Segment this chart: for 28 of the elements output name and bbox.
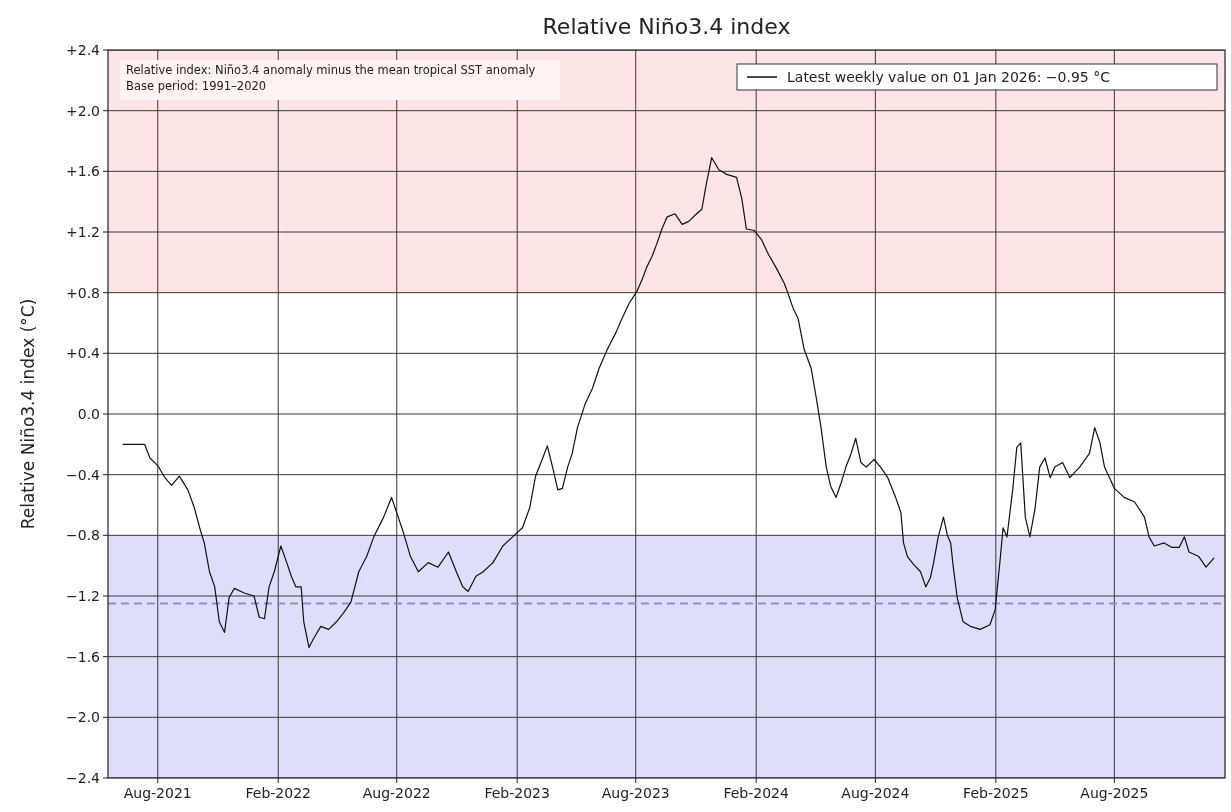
chart-title: Relative Niño3.4 index xyxy=(542,14,791,39)
x-tick-label: Aug-2022 xyxy=(362,785,431,801)
x-tick-label: Aug-2024 xyxy=(841,785,910,801)
y-axis-title: Relative Niño3.4 index (°C) xyxy=(18,298,38,530)
x-tick-label: Aug-2025 xyxy=(1080,785,1149,801)
y-tick-label: +0.8 xyxy=(66,284,100,301)
x-tick-label: Aug-2023 xyxy=(601,785,670,801)
y-tick-label: +0.4 xyxy=(66,345,101,362)
annotation: Relative index: Niño3.4 anomaly minus the mean tropical SST anomaly xyxy=(126,63,536,77)
y-tick-label: −0.4 xyxy=(66,466,101,483)
y-tick-label: 0.0 xyxy=(77,405,100,422)
line-series xyxy=(122,157,1215,649)
y-tick-label: +2.0 xyxy=(66,102,100,119)
y-tick-label: +1.2 xyxy=(66,223,100,240)
x-tick-label: Aug-2021 xyxy=(123,785,192,801)
annotation: Base period: 1991–2020 xyxy=(126,79,267,93)
x-tick-label: Feb-2023 xyxy=(484,785,550,801)
y-tick-label: −0.8 xyxy=(66,527,100,544)
y-tick-label: −2.4 xyxy=(66,769,101,786)
x-tick-label: Feb-2025 xyxy=(963,785,1029,801)
legend-label: Latest weekly value on 01 Jan 2026: −0.95 °C xyxy=(787,68,1111,85)
y-tick-label: −1.6 xyxy=(66,648,101,665)
y-tick-label: −2.0 xyxy=(66,709,100,726)
x-tick-label: Feb-2022 xyxy=(245,785,311,801)
y-tick-label: −1.2 xyxy=(66,587,100,604)
y-tick-label: +1.6 xyxy=(66,163,101,180)
x-tick-label: Feb-2024 xyxy=(723,785,790,801)
y-tick-label: +2.4 xyxy=(66,41,101,58)
